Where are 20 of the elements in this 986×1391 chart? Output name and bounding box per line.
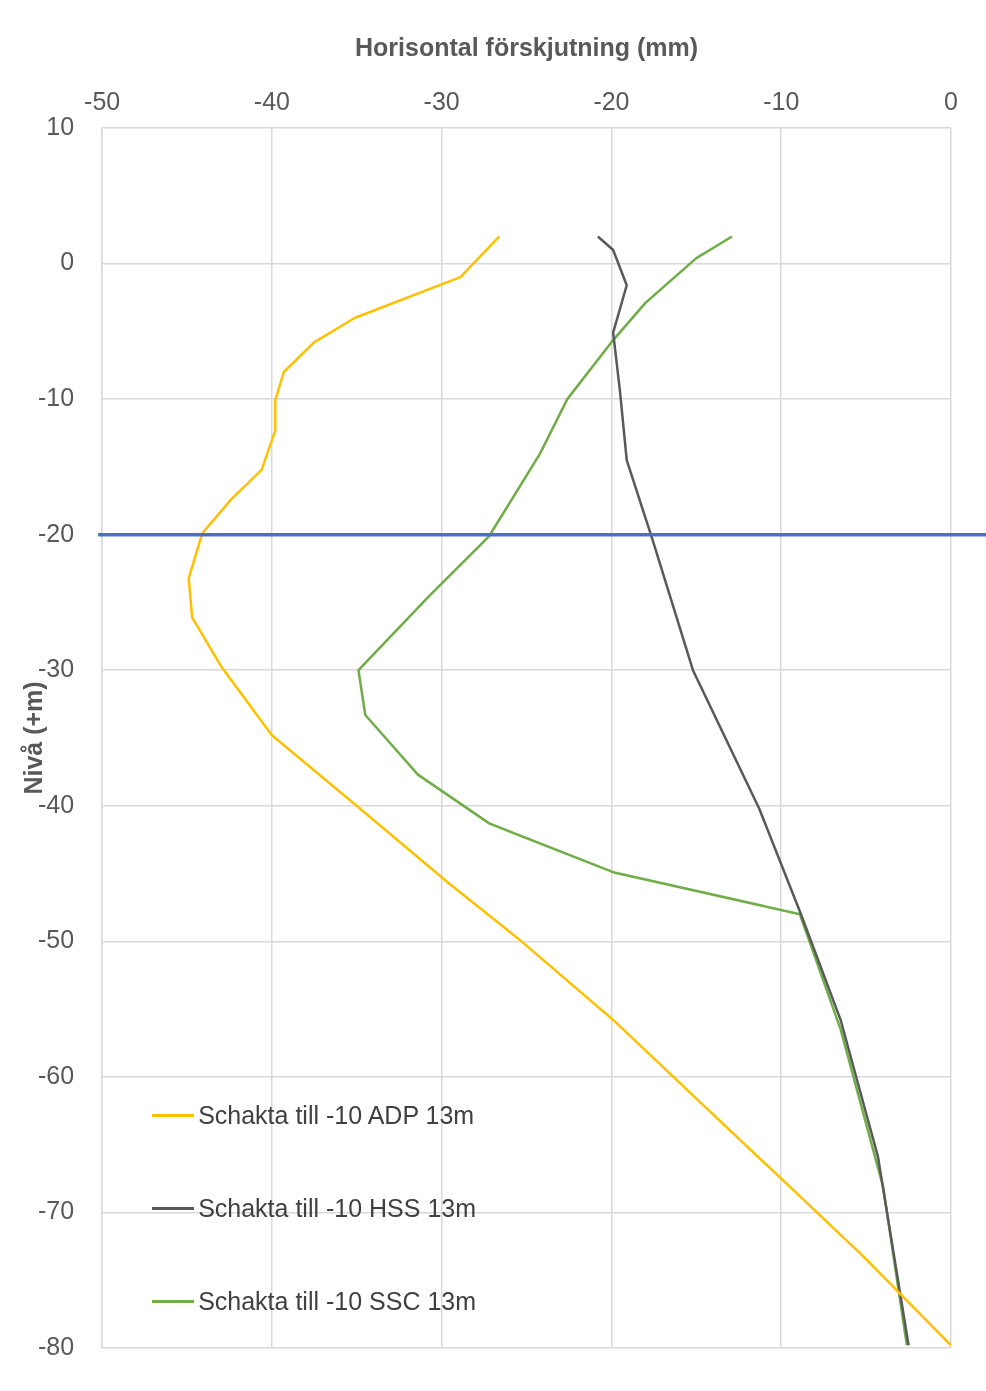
y-tick-label: 0 <box>60 247 75 276</box>
x-tick-label: -10 <box>763 86 800 115</box>
x-tick-label: -40 <box>253 86 290 115</box>
x-tick-label: -30 <box>423 86 460 115</box>
y-tick-label: -30 <box>37 654 75 683</box>
y-tick-label: -50 <box>37 925 75 954</box>
y-tick-label: -70 <box>37 1196 75 1225</box>
x-tick-label: 0 <box>944 86 958 115</box>
y-tick-label: -60 <box>37 1060 75 1089</box>
x-axis-title: Horisontal förskjutning (mm) <box>355 32 699 61</box>
legend-label: Schakta till -10 ADP 13m <box>198 1101 475 1130</box>
legend-label: Schakta till -10 HSS 13m <box>198 1194 477 1223</box>
y-tick-label: 10 <box>46 111 75 140</box>
y-tick-label: -80 <box>37 1331 75 1360</box>
x-tick-label: -50 <box>84 86 121 115</box>
y-axis-title: Nivå (+m) <box>18 681 47 795</box>
legend-label: Schakta till -10 SSC 13m <box>198 1287 477 1316</box>
x-tick-label: -20 <box>593 86 630 115</box>
y-tick-label: -10 <box>37 383 75 411</box>
y-tick-label: -20 <box>37 518 75 547</box>
